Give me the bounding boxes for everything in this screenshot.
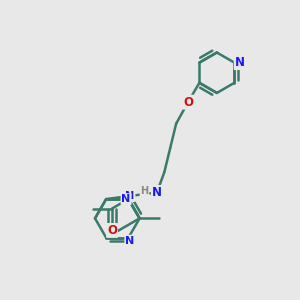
Text: N: N (125, 236, 135, 246)
Text: N: N (122, 194, 131, 204)
Text: N: N (152, 186, 162, 199)
Text: N: N (235, 56, 245, 69)
Text: N: N (125, 191, 135, 201)
Text: H: H (140, 186, 148, 196)
Text: O: O (183, 96, 193, 109)
Text: O: O (107, 224, 117, 237)
